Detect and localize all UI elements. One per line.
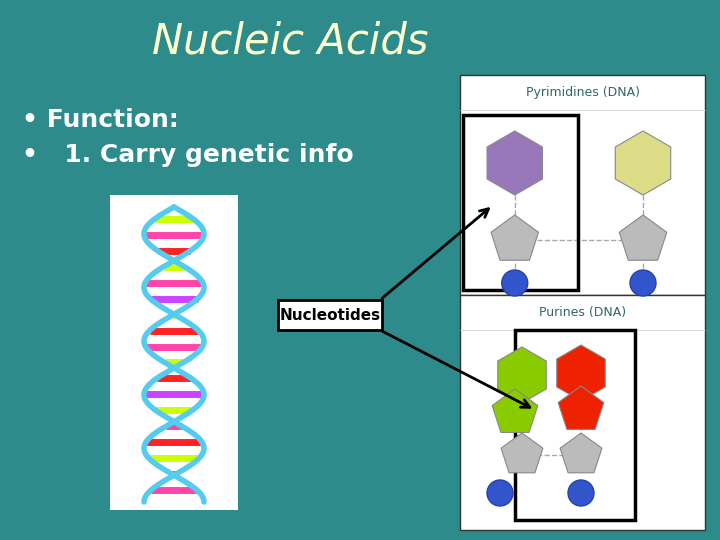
Text: Purines (DNA): Purines (DNA) <box>539 306 626 319</box>
Polygon shape <box>491 215 539 260</box>
Polygon shape <box>619 215 667 260</box>
Text: Nucleotides: Nucleotides <box>279 307 381 322</box>
Polygon shape <box>557 345 606 401</box>
Circle shape <box>568 480 594 506</box>
Circle shape <box>487 480 513 506</box>
FancyBboxPatch shape <box>460 75 705 295</box>
Polygon shape <box>498 347 546 403</box>
Polygon shape <box>501 433 543 473</box>
Circle shape <box>630 270 656 296</box>
Text: •   1. Carry genetic info: • 1. Carry genetic info <box>22 143 354 167</box>
Circle shape <box>502 270 528 296</box>
Polygon shape <box>558 386 604 429</box>
Text: Nucleic Acids: Nucleic Acids <box>152 21 428 63</box>
Polygon shape <box>487 131 542 195</box>
Text: Pyrimidines (DNA): Pyrimidines (DNA) <box>526 86 639 99</box>
Text: • Function:: • Function: <box>22 108 179 132</box>
FancyBboxPatch shape <box>110 195 238 510</box>
Polygon shape <box>492 389 538 433</box>
FancyBboxPatch shape <box>460 295 705 530</box>
Polygon shape <box>560 433 602 473</box>
FancyBboxPatch shape <box>278 300 382 330</box>
Polygon shape <box>616 131 671 195</box>
